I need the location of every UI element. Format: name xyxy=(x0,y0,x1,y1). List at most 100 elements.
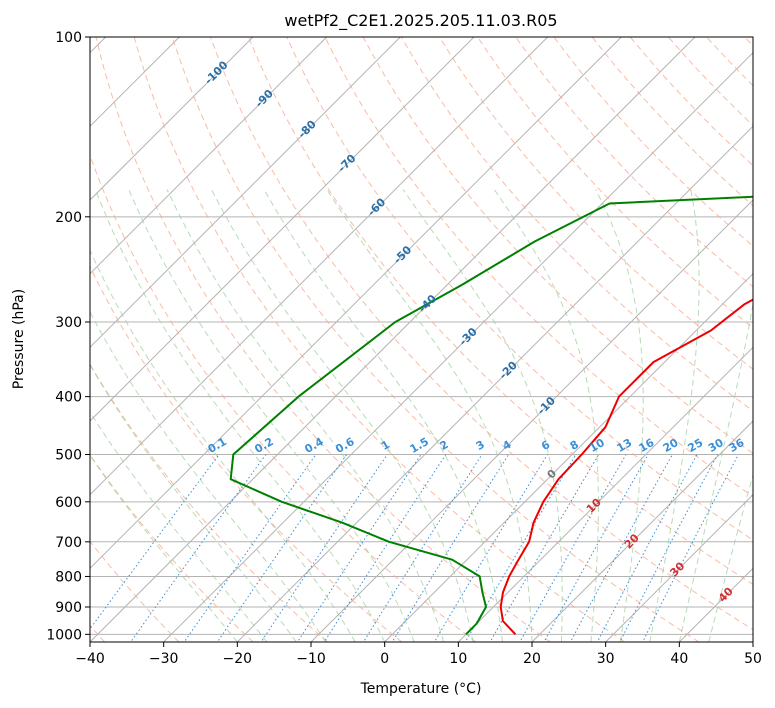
x-tick-label: −40 xyxy=(75,651,105,667)
y-tick-label: 400 xyxy=(55,390,82,406)
dry-adiabat-line xyxy=(362,37,753,454)
moist-adiabat-line xyxy=(595,189,644,642)
moist-adiabat-line xyxy=(90,411,268,642)
moist-adiabat-line xyxy=(90,249,356,642)
moist-adiabat-line xyxy=(90,454,238,642)
x-axis-label: Temperature (°C) xyxy=(360,681,482,697)
mixing-ratio-label: 36 xyxy=(727,436,747,455)
mixing-ratio-line xyxy=(323,454,447,642)
mixing-ratio-line xyxy=(596,454,698,642)
y-tick-label: 700 xyxy=(55,535,82,551)
mixing-ratio-label: 0.4 xyxy=(302,435,326,456)
dry-adiabat-line xyxy=(591,37,753,207)
mixing-ratio-line xyxy=(90,454,220,630)
y-tick-label: 600 xyxy=(55,495,82,511)
temperature-profile-line xyxy=(499,298,753,635)
plot-frame xyxy=(89,36,754,643)
mixing-ratio-label: 16 xyxy=(637,436,657,455)
mixing-ratio-line xyxy=(619,454,719,642)
mixing-ratio-label: 0.2 xyxy=(252,435,275,456)
dry-adiabat-line xyxy=(133,37,625,642)
moist-adiabat-line xyxy=(166,189,445,642)
isotherm-line xyxy=(90,37,328,275)
dry-adiabat-line xyxy=(90,453,254,642)
isotherm-line xyxy=(163,51,753,642)
dry-adiabat-line xyxy=(95,37,551,642)
adiabat-label: 10 xyxy=(584,495,604,515)
mixing-ratio-label: 20 xyxy=(661,436,681,455)
x-axis: −40 −30 −20 −10 0 10 20 30 40 50 xyxy=(75,642,762,667)
dry-adiabat-line xyxy=(90,363,328,642)
y-tick-label: 900 xyxy=(55,600,82,616)
x-tick-label: −30 xyxy=(149,651,179,667)
moist-adiabat-line xyxy=(128,189,415,642)
moist-adiabat-line xyxy=(326,189,533,642)
chart-title: wetPf2_C2E1.2025.205.11.03.R05 xyxy=(284,11,557,31)
isotherm-line xyxy=(457,346,753,642)
dry-adiabat-line xyxy=(744,37,753,47)
isotherm-line xyxy=(310,199,753,642)
dry-adiabat-line xyxy=(515,37,753,288)
dry-adiabat-line xyxy=(668,37,753,127)
mixing-ratio-line xyxy=(183,454,317,642)
dry-adiabat-line xyxy=(171,37,700,642)
moist-adiabat-line xyxy=(90,310,327,642)
isotherm-line xyxy=(90,37,254,201)
isotherm-label: -50 xyxy=(391,243,414,266)
y-tick-label: 1000 xyxy=(46,627,82,643)
isotherm-line xyxy=(531,420,753,642)
dry-adiabat-line xyxy=(438,37,753,370)
isotherm-line xyxy=(752,641,753,642)
isotherm-line xyxy=(384,272,753,642)
isotherm-line xyxy=(90,37,622,570)
mixing-ratio-line xyxy=(519,454,627,642)
dry-adiabat-line xyxy=(324,37,753,498)
x-tick-label: 20 xyxy=(523,651,541,667)
x-tick-label: 40 xyxy=(670,651,688,667)
dry-adiabat-line xyxy=(248,37,753,586)
moist-adiabat-line xyxy=(678,301,753,642)
mixing-ratio-label: 1.5 xyxy=(408,435,431,456)
mixing-ratio-line xyxy=(489,454,600,642)
mixing-ratio-label: 13 xyxy=(614,436,634,455)
isotherm-line xyxy=(90,37,475,422)
dry-adiabat-line xyxy=(90,153,477,642)
dry-adiabat-line xyxy=(210,37,753,631)
x-tick-label: −20 xyxy=(223,651,253,667)
isotherm-line xyxy=(236,125,753,642)
y-tick-label: 100 xyxy=(55,30,82,46)
y-tick-label: 300 xyxy=(55,315,82,331)
x-tick-label: 10 xyxy=(449,651,467,667)
mixing-ratio-label: 10 xyxy=(587,436,607,455)
moist-adiabat-line xyxy=(708,473,753,642)
isotherm-label: -60 xyxy=(365,195,388,218)
moist-adiabat-line xyxy=(493,189,599,642)
isotherm-label: -80 xyxy=(296,118,319,141)
dry-adiabat-line xyxy=(553,37,753,247)
moist-adiabat-line xyxy=(649,189,700,642)
isotherm-line xyxy=(605,493,753,642)
x-tick-label: 0 xyxy=(380,651,389,667)
mixing-ratio-line xyxy=(569,454,673,642)
moist-adiabat-line xyxy=(263,189,503,642)
x-tick-label: 50 xyxy=(744,651,762,667)
mixing-ratio-line xyxy=(260,454,388,642)
mixing-ratio-label: 25 xyxy=(685,436,705,455)
mixing-ratio-label: 3 xyxy=(474,438,487,453)
mixing-ratio-line xyxy=(130,454,267,642)
mixing-ratio-line xyxy=(642,454,739,642)
dry-adiabat-line xyxy=(477,37,753,329)
mixing-ratio-label: 8 xyxy=(568,438,581,453)
y-tick-label: 500 xyxy=(55,448,82,464)
y-tick-label: 800 xyxy=(55,569,82,585)
y-axis-label: Pressure (hPa) xyxy=(11,289,27,389)
dry-adiabat-line xyxy=(706,37,753,87)
y-axis: 100 200 300 400 500 600 700 800 900 1000 xyxy=(46,30,90,643)
moist-adiabat-line xyxy=(94,189,386,642)
dewpoint-profile-line xyxy=(229,195,753,636)
dry-adiabat-line xyxy=(400,37,753,412)
mixing-ratio-label: 6 xyxy=(539,438,552,453)
mixing-ratio-line xyxy=(433,454,548,642)
moist-adiabat-line xyxy=(402,189,563,642)
